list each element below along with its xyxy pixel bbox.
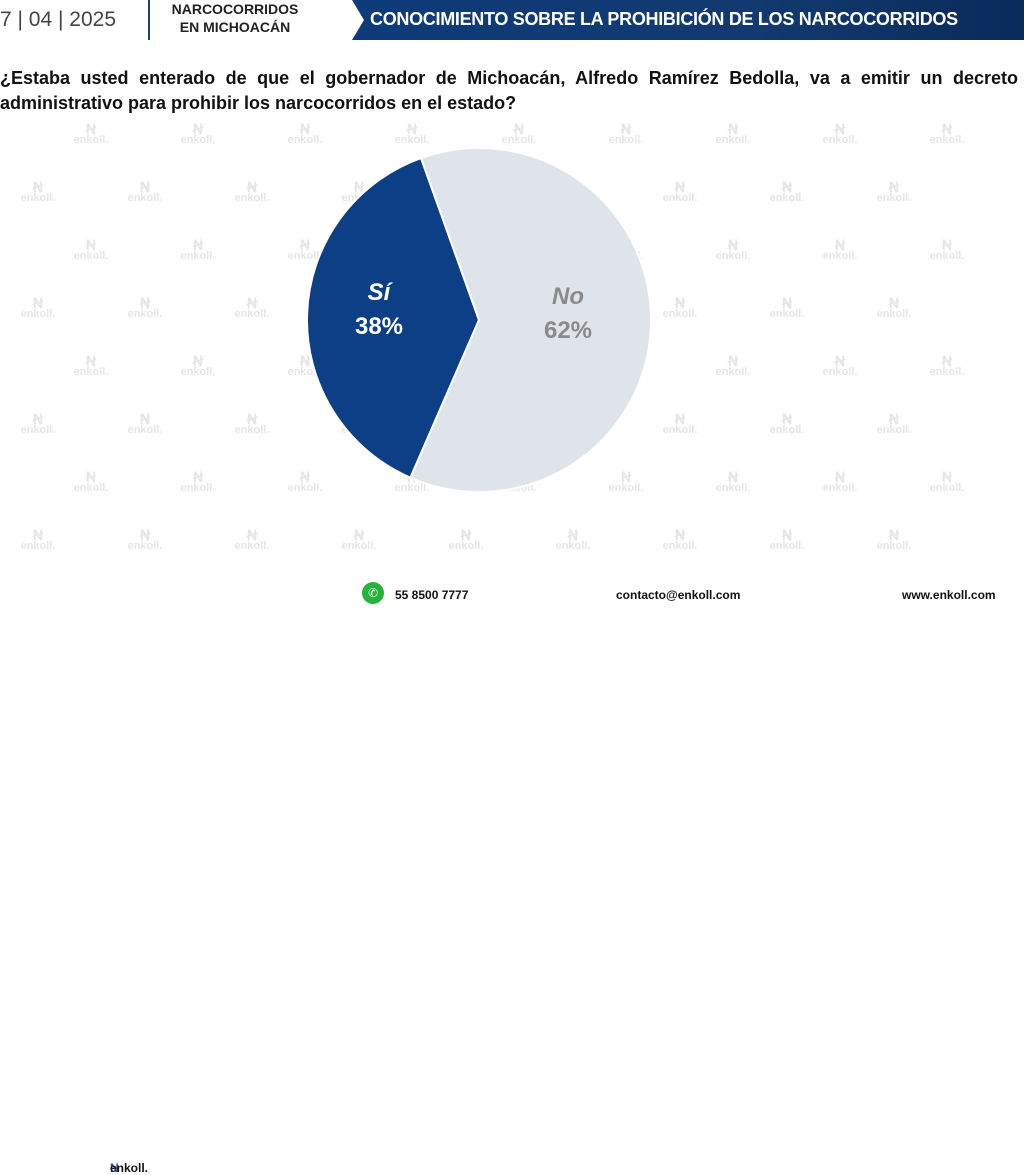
phone-number: 55 8500 7777 [395, 588, 469, 602]
slice-name: No [552, 283, 584, 310]
header-divider [148, 0, 150, 40]
slice-value: 38% [354, 313, 404, 340]
slice-value: 62% [543, 317, 593, 344]
pie-slice-si [306, 156, 481, 480]
pie-slice-no [409, 147, 652, 493]
survey-question: ¿Estaba usted enterado de que el goberna… [0, 68, 1018, 113]
whatsapp-icon: ✆ [362, 582, 384, 604]
website-link[interactable]: www.enkoll.com [902, 588, 996, 602]
slice-name: Sí [367, 279, 391, 306]
slice-label: No 62% [528, 280, 608, 348]
email-link[interactable]: contacto@enkoll.com [616, 588, 741, 602]
pie-chart [306, 147, 652, 493]
slice-label: Sí 38% [339, 276, 419, 344]
title-banner: CONOCIMIENTO SOBRE LA PROHIBICIÓN DE LOS… [352, 0, 1024, 40]
topic-label: NARCOCORRIDOS EN MICHOACÁN [171, 1, 299, 35]
report-date: 7 | 04 | 2025 [0, 8, 117, 31]
page-title: CONOCIMIENTO SOBRE LA PROHIBICIÓN DE LOS… [370, 9, 958, 29]
